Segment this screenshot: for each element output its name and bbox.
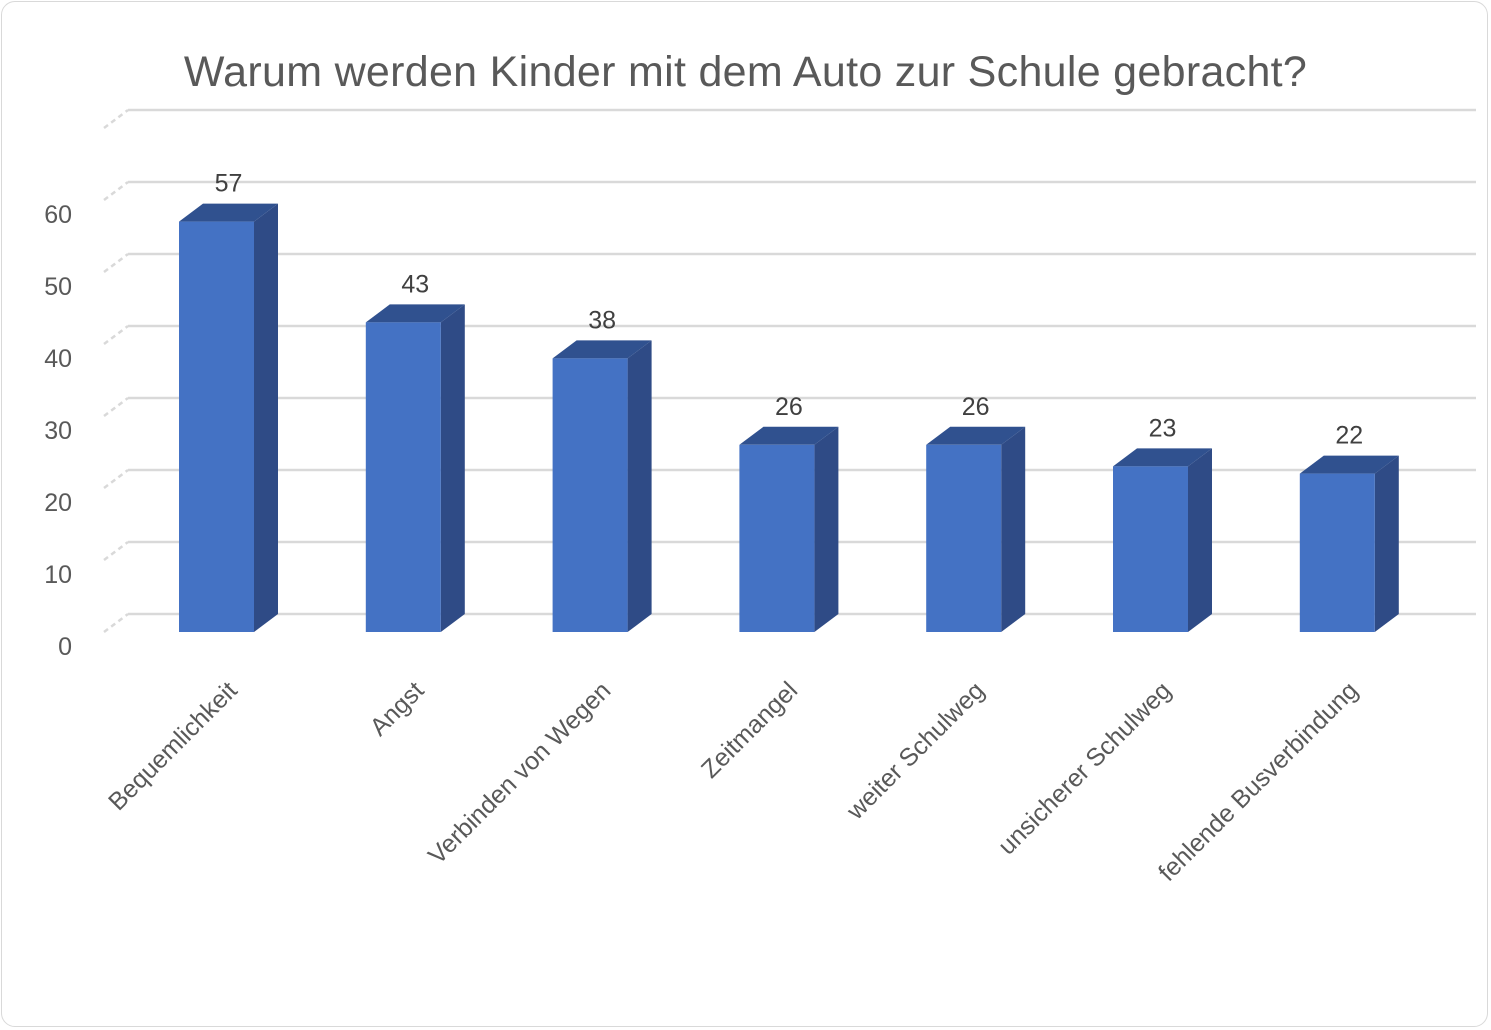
data-label: 38 xyxy=(588,306,616,334)
bar xyxy=(552,340,652,632)
bar xyxy=(365,304,465,632)
bar-top xyxy=(365,304,465,323)
data-label: 23 xyxy=(1149,414,1177,442)
bar-top xyxy=(179,203,278,222)
gridline-depth xyxy=(103,541,129,561)
gridline-depth xyxy=(103,109,129,129)
x-tick-label: weiter Schulweg xyxy=(841,676,990,825)
bar-side xyxy=(1188,448,1212,632)
y-tick-label: 10 xyxy=(44,561,72,589)
bar-top xyxy=(1113,448,1212,467)
y-tick-label: 0 xyxy=(58,633,72,661)
bar xyxy=(179,203,278,632)
gridline-depth xyxy=(103,397,129,417)
bar-side xyxy=(440,304,465,632)
bar-front xyxy=(739,444,815,632)
bar xyxy=(739,426,839,632)
gridline-depth xyxy=(103,253,129,273)
gridline-depth xyxy=(103,325,129,345)
bar-front xyxy=(926,444,1002,632)
y-tick-label: 20 xyxy=(44,489,72,517)
bar-front xyxy=(1299,473,1375,632)
gridline-depth xyxy=(103,181,129,201)
bar-side xyxy=(627,340,652,632)
x-tick-label: Verbinden von Wegen xyxy=(423,676,616,869)
bar-side xyxy=(1374,455,1399,632)
chart-title: Warum werden Kinder mit dem Auto zur Sch… xyxy=(183,48,1308,96)
bar-front xyxy=(179,221,254,632)
bar xyxy=(1299,455,1399,632)
bar-front xyxy=(365,322,441,632)
bar-top xyxy=(739,426,839,445)
bars xyxy=(179,203,1399,632)
x-tick-label: fehlende Busverbindung xyxy=(1153,676,1363,886)
data-label: 22 xyxy=(1335,422,1363,450)
bar-front xyxy=(1113,466,1188,632)
y-tick-label: 60 xyxy=(44,201,72,229)
data-label: 26 xyxy=(962,393,990,421)
data-label: 43 xyxy=(401,270,429,298)
bar xyxy=(926,426,1026,632)
y-tick-label: 30 xyxy=(44,417,72,445)
bar-top xyxy=(926,426,1026,445)
x-tick-label: Angst xyxy=(365,676,430,741)
bar xyxy=(1113,448,1212,632)
y-tick-label: 40 xyxy=(44,345,72,373)
gridlines xyxy=(103,108,1476,633)
bar-top xyxy=(552,340,652,359)
bar-side xyxy=(814,426,839,632)
data-labels: 57 43 38 26 26 23 22 xyxy=(215,170,1364,450)
gridline-depth xyxy=(103,469,129,489)
x-tick-label: Bequemlichkeit xyxy=(103,676,243,816)
bar-front xyxy=(552,358,628,632)
bar-side xyxy=(1001,426,1026,632)
bar-top xyxy=(1299,455,1399,474)
data-label: 57 xyxy=(215,170,243,198)
y-tick-label: 50 xyxy=(44,273,72,301)
gridline-depth xyxy=(103,613,129,633)
y-axis: 0 10 20 30 40 50 60 xyxy=(44,201,72,661)
x-tick-label: Zeitmangel xyxy=(696,676,803,783)
bar-side xyxy=(254,203,278,632)
data-label: 26 xyxy=(775,393,803,421)
x-tick-label: unsicherer Schulweg xyxy=(993,676,1177,860)
